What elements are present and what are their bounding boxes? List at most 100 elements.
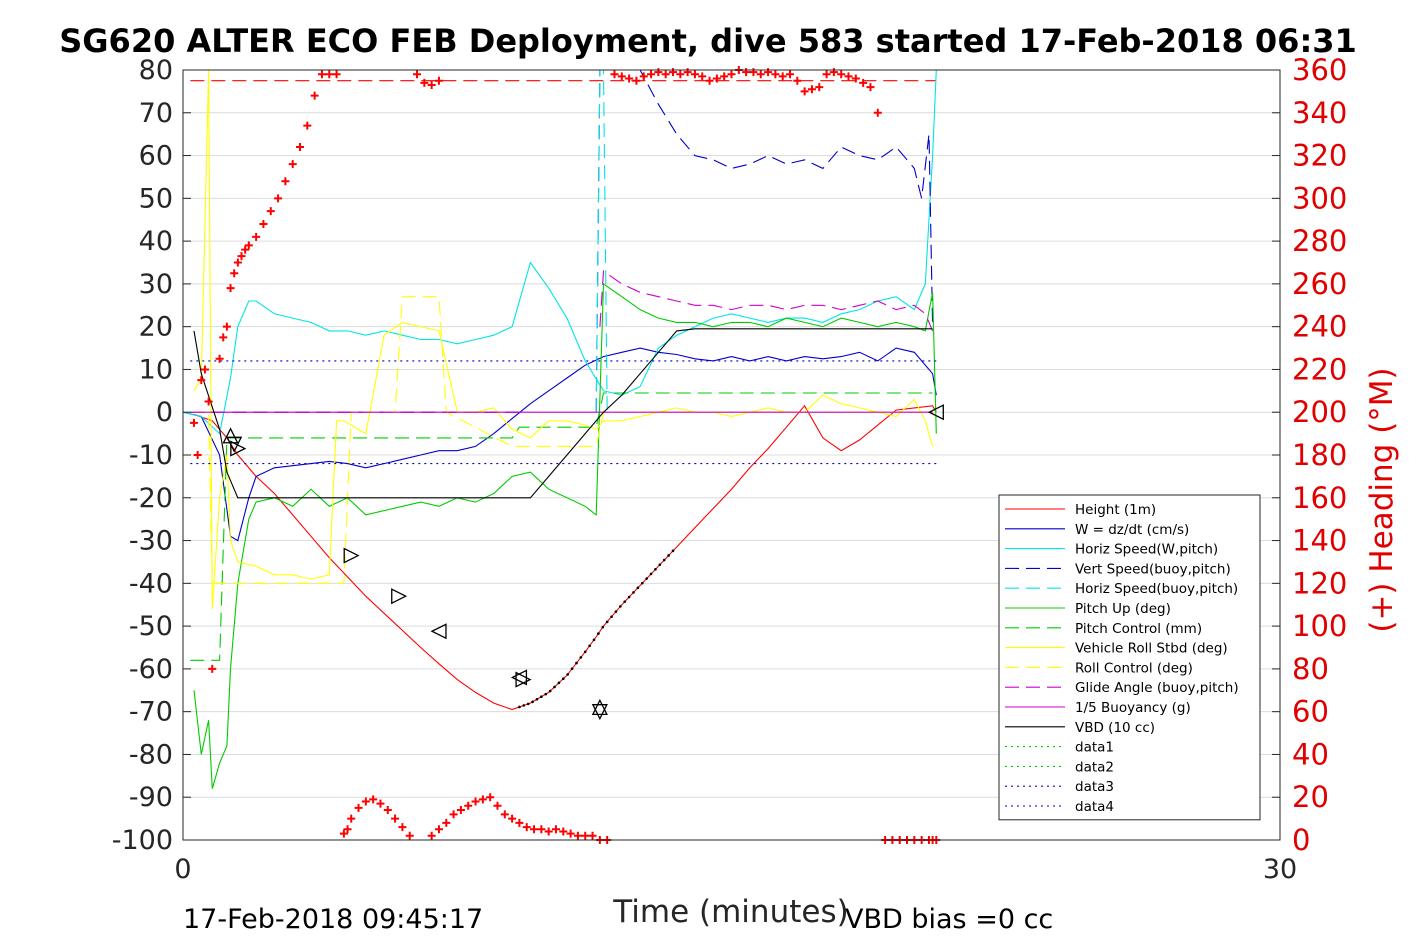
y2-tick-label: 280 xyxy=(1292,224,1347,258)
heading-marker xyxy=(259,220,268,228)
heading-marker xyxy=(449,810,458,819)
heading-marker xyxy=(434,76,443,85)
heading-marker xyxy=(866,83,875,92)
heading-marker xyxy=(244,241,253,250)
heading-marker xyxy=(530,825,539,834)
legend-label: Pitch Up (deg) xyxy=(1075,601,1171,617)
legend-label: W = dz/dt (cm/s) xyxy=(1075,522,1189,538)
heading-marker xyxy=(252,232,261,241)
y-tick-label: 30 xyxy=(139,269,173,300)
heading-marker xyxy=(742,68,751,77)
data-dot xyxy=(561,677,565,681)
data-dot xyxy=(636,586,640,590)
legend-label: 1/5 Buoyancy (g) xyxy=(1075,700,1191,716)
heading-marker xyxy=(793,76,802,85)
heading-marker xyxy=(822,70,831,79)
data-dot xyxy=(579,656,583,659)
heading-marker xyxy=(581,831,590,840)
heading-marker xyxy=(778,72,787,81)
data-dot xyxy=(518,705,521,709)
data-dot xyxy=(654,568,657,571)
data-dot xyxy=(671,549,675,553)
heading-marker xyxy=(668,68,677,77)
footer-vbd-bias: VBD bias =0 cc xyxy=(845,904,1053,935)
heading-marker xyxy=(815,83,824,92)
y-tick-label: -60 xyxy=(129,654,173,685)
y-tick-label: -50 xyxy=(129,611,173,642)
data-dot xyxy=(667,554,670,557)
data-dot xyxy=(531,700,534,704)
event-triangle xyxy=(591,698,608,716)
heading-marker xyxy=(683,68,692,77)
y2-axis-label: (+) Heading (°M) xyxy=(1364,367,1400,632)
heading-marker xyxy=(208,664,217,673)
data-dot xyxy=(548,689,552,693)
y2-tick-label: 100 xyxy=(1292,609,1347,643)
data-dot xyxy=(627,595,631,599)
heading-marker xyxy=(632,76,641,85)
heading-marker xyxy=(720,72,729,81)
y-tick-label: -70 xyxy=(129,697,173,728)
heading-marker xyxy=(698,72,707,81)
heading-marker xyxy=(712,74,721,83)
heading-marker xyxy=(427,831,436,840)
data-dot xyxy=(575,661,578,665)
series-line xyxy=(193,69,934,610)
data-dot xyxy=(658,563,662,566)
heading-marker xyxy=(266,207,275,216)
heading-marker xyxy=(588,831,597,840)
series-line xyxy=(193,404,937,711)
y-tick-label: -40 xyxy=(129,568,173,599)
heading-marker xyxy=(369,795,378,804)
data-dot xyxy=(597,632,600,635)
legend-label: data4 xyxy=(1075,799,1114,815)
series-line xyxy=(193,282,937,789)
heading-marker xyxy=(237,252,246,261)
series-line xyxy=(595,69,934,413)
heading-marker xyxy=(281,177,290,186)
event-triangle xyxy=(391,588,408,605)
heading-marker xyxy=(200,365,209,374)
data-dot xyxy=(662,558,666,562)
legend-label: data2 xyxy=(1075,759,1114,775)
heading-marker xyxy=(241,245,250,254)
data-dot xyxy=(570,667,574,671)
heading-marker xyxy=(486,793,495,802)
heading-marker xyxy=(391,814,400,823)
event-triangle xyxy=(927,404,944,421)
heading-marker xyxy=(851,74,860,83)
y-tick-label: -20 xyxy=(129,483,173,514)
legend-label: data1 xyxy=(1075,740,1114,756)
heading-marker xyxy=(296,143,305,151)
y2-tick-label: 240 xyxy=(1292,310,1347,344)
heading-marker xyxy=(193,451,202,459)
y-tick-label: -90 xyxy=(129,782,173,813)
series-line xyxy=(182,69,937,435)
heading-marker xyxy=(639,72,648,81)
heading-marker xyxy=(625,74,634,83)
heading-marker xyxy=(219,333,228,342)
y-tick-label: -80 xyxy=(129,739,173,770)
y2-tick-label: 340 xyxy=(1292,96,1347,130)
data-dot xyxy=(592,638,596,642)
heading-marker xyxy=(456,806,465,815)
heading-marker xyxy=(226,284,235,293)
series-line xyxy=(193,328,933,499)
heading-marker xyxy=(478,795,487,804)
y-tick-label: 70 xyxy=(139,98,173,129)
heading-marker xyxy=(493,801,502,810)
data-dot xyxy=(640,581,644,585)
heading-marker xyxy=(756,70,765,79)
legend-label: Vert Speed(buoy,pitch) xyxy=(1075,561,1231,577)
data-dot xyxy=(632,591,635,594)
data-dot xyxy=(535,697,539,701)
heading-marker xyxy=(771,70,780,79)
heading-marker xyxy=(537,825,546,834)
heading-marker xyxy=(427,80,436,89)
legend-label: Horiz Speed(buoy,pitch) xyxy=(1075,581,1238,597)
x-tick-label: 0 xyxy=(174,854,191,885)
heading-marker xyxy=(420,78,429,87)
heading-marker xyxy=(464,801,473,810)
y2-tick-label: 40 xyxy=(1292,737,1329,771)
heading-marker xyxy=(376,799,385,808)
